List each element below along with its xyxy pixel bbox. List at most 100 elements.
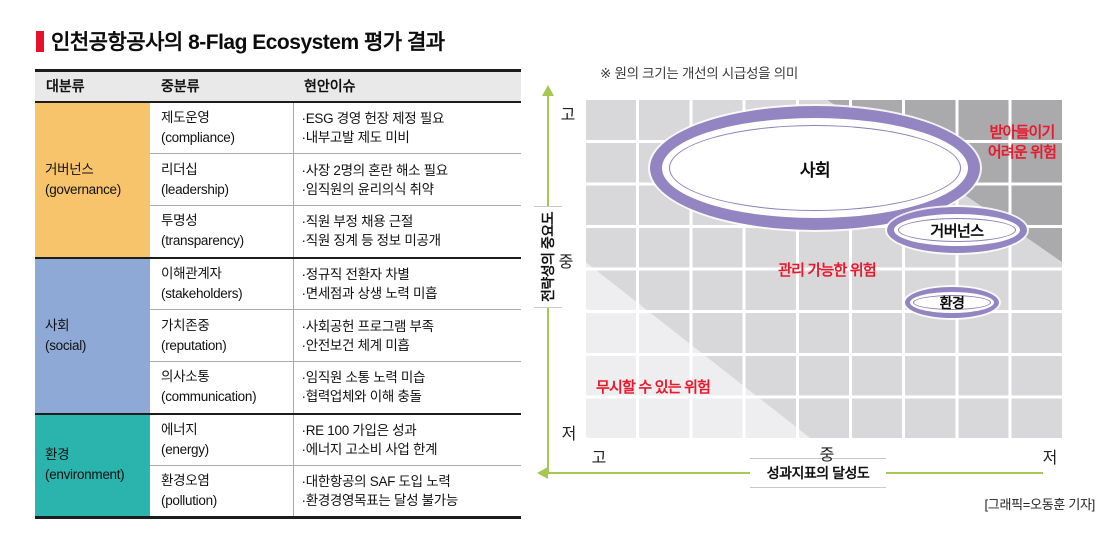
mid-name: 가치존중 xyxy=(161,317,210,333)
issue-line: ·에너지 고소비 사업 한계 xyxy=(301,441,438,457)
issues-cell: ·사회공헌 프로그램 부족 ·안전보건 체계 미흡 xyxy=(292,309,521,362)
mid-cell: 의사소통 (communication) xyxy=(150,361,293,414)
zone-label-line: 어려운 위험 xyxy=(987,144,1057,161)
category-name-en: (environment) xyxy=(45,467,125,483)
esg-issue-table: 대분류 중분류 현안이슈 거버넌스 (governance) 제도운영 (com… xyxy=(35,69,521,519)
x-tick-mid: 중 xyxy=(819,447,835,464)
issues-cell: ·사장 2명의 혼란 해소 필요 ·임직원의 윤리의식 취약 xyxy=(292,153,521,206)
table-row: 가치존중 (reputation) ·사회공헌 프로그램 부족 ·안전보건 체계… xyxy=(35,309,521,362)
mid-cell: 투명성 (transparency) xyxy=(150,205,293,258)
mid-name: 제도운영 xyxy=(161,109,210,125)
table-row: 사회 (social) 이해관계자 (stakeholders) ·정규직 전환… xyxy=(35,256,521,414)
issue-line: ·직원 부정 채용 근절 xyxy=(301,214,414,230)
table-row: 투명성 (transparency) ·직원 부정 채용 근절 ·직원 징계 등… xyxy=(35,205,521,258)
bubble-inner-ring xyxy=(913,295,991,310)
title-bullet-icon xyxy=(36,30,44,52)
issues-cell: ·ESG 경영 헌장 제정 필요 ·내부고발 제도 미비 xyxy=(292,101,521,154)
bubble-label: 환경 xyxy=(939,294,965,311)
mid-name: 투명성 xyxy=(161,213,198,229)
category-name: 거버넌스 xyxy=(45,161,94,177)
mid-cell: 환경오염 (pollution) xyxy=(150,465,293,518)
category-name-en: (social) xyxy=(45,337,87,353)
y-axis-label-box: 전략성의 중요도 xyxy=(534,206,562,308)
table-row: 환경오염 (pollution) ·대한항공의 SAF 도입 노력 ·환경경영목… xyxy=(35,465,521,518)
esg-issue-table-wrap: 대분류 중분류 현안이슈 거버넌스 (governance) 제도운영 (com… xyxy=(35,69,521,519)
x-tick-low: 저 xyxy=(1042,450,1058,467)
table-row: 거버넌스 (governance) 제도운영 (compliance) ·ESG… xyxy=(35,101,521,258)
mid-cell: 에너지 (energy) xyxy=(150,412,293,466)
category-name: 환경 xyxy=(45,447,70,463)
category-cell-governance: 거버넌스 (governance) xyxy=(35,101,150,258)
issue-line: ·대한항공의 SAF 도입 노력 xyxy=(301,474,451,489)
risk-matrix-plot: 받아들이기 어려운 위험 관리 가능한 위험 무시할 수 있는 위험 사회 거버… xyxy=(586,97,1065,438)
zone-label-line: 관리 가능한 위험 xyxy=(778,262,877,279)
bubble-inner-ring xyxy=(669,125,961,211)
issue-line: ·RE 100 가입은 성과 xyxy=(301,422,417,438)
mid-name: 환경오염 xyxy=(161,473,210,488)
mid-cell: 제도운영 (compliance) xyxy=(150,101,293,154)
zone-label-ignorable: 무시할 수 있는 위험 xyxy=(596,378,711,398)
y-tick-high: 고 xyxy=(560,107,576,124)
category-name: 사회 xyxy=(45,317,70,333)
mid-name: 의사소통 xyxy=(161,369,210,385)
bubble-label: 거버넌스 xyxy=(930,222,984,240)
zone-label-unacceptable: 받아들이기 어려운 위험 xyxy=(962,123,1082,163)
issue-line: ·면세점과 상생 노력 미흡 xyxy=(301,285,438,301)
bubble-environment: 환경 xyxy=(905,287,999,318)
category-cell-environment: 환경 (environment) xyxy=(35,412,150,518)
table-row: 환경 (environment) 에너지 (energy) ·RE 100 가입… xyxy=(35,412,521,518)
issue-line: ·ESG 경영 헌장 제정 필요 xyxy=(301,110,445,126)
page-title: 인천공항공사의 8-Flag Ecosystem 평가 결과 xyxy=(51,31,445,54)
zone-label-manageable: 관리 가능한 위험 xyxy=(742,261,912,281)
issues-cell: ·임직원 소통 노력 미습 ·협력업체와 이해 충돌 xyxy=(292,361,521,414)
title-row: 인천공항공사의 8-Flag Ecosystem 평가 결과 xyxy=(36,26,445,56)
mid-name-en: (energy) xyxy=(161,441,209,457)
mid-name-en: (leadership) xyxy=(161,181,229,197)
issue-line: ·정규직 전환자 차별 xyxy=(301,266,410,282)
bubble-label: 사회 xyxy=(799,160,831,180)
y-tick-mid: 중 xyxy=(558,254,574,271)
mid-name: 에너지 xyxy=(161,421,198,437)
mid-name-en: (pollution) xyxy=(161,493,217,508)
y-axis-arrow-up-icon xyxy=(542,85,554,96)
table-row: 의사소통 (communication) ·임직원 소통 노력 미습 ·협력업체… xyxy=(35,361,521,414)
issue-line: ·사회공헌 프로그램 부족 xyxy=(301,318,435,334)
issue-line: ·협력업체와 이해 충돌 xyxy=(301,389,422,405)
issues-cell: ·정규직 전환자 차별 ·면세점과 상생 노력 미흡 xyxy=(292,256,521,310)
category-cell-social: 사회 (social) xyxy=(35,256,150,414)
issues-cell: ·직원 부정 채용 근절 ·직원 징계 등 정보 미공개 xyxy=(292,205,521,258)
issue-line: ·내부고발 제도 미비 xyxy=(301,129,410,145)
graphic-credit: [그래픽=오동훈 기자] xyxy=(984,497,1095,512)
mid-name: 리더십 xyxy=(161,161,198,177)
header-major-category: 대분류 xyxy=(35,70,150,103)
mid-name-en: (reputation) xyxy=(161,337,227,353)
zone-label-line: 받아들이기 xyxy=(989,124,1055,141)
x-axis-arrow-left-icon xyxy=(537,467,548,479)
header-mid-category: 중분류 xyxy=(150,70,293,103)
category-name-en: (governance) xyxy=(45,181,121,197)
mid-name-en: (stakeholders) xyxy=(161,285,243,301)
issue-line: ·환경경영목표는 달성 불가능 xyxy=(301,493,459,508)
header-issues: 현안이슈 xyxy=(293,70,521,103)
mid-cell: 리더십 (leadership) xyxy=(150,153,293,206)
x-axis-label: 성과지표의 달성도 xyxy=(766,465,870,481)
bubble-social: 사회 xyxy=(650,106,980,230)
issue-line: ·직원 징계 등 정보 미공개 xyxy=(301,233,442,249)
bubble-governance: 거버넌스 xyxy=(887,207,1027,253)
issues-cell: ·대한항공의 SAF 도입 노력 ·환경경영목표는 달성 불가능 xyxy=(292,465,521,518)
x-tick-high: 고 xyxy=(591,450,607,467)
table-header-row: 대분류 중분류 현안이슈 xyxy=(35,70,521,103)
y-tick-low: 저 xyxy=(561,426,577,443)
issue-line: ·사장 2명의 혼란 해소 필요 xyxy=(301,162,449,178)
zone-label-line: 무시할 수 있는 위험 xyxy=(596,379,711,396)
mid-cell: 가치존중 (reputation) xyxy=(150,309,293,362)
bubble-inner-ring xyxy=(898,218,1016,242)
issue-line: ·임직원 소통 노력 미습 xyxy=(301,370,426,386)
x-axis-label-box: 성과지표의 달성도 xyxy=(750,458,886,488)
chart-note: ※ 원의 크기는 개선의 시급성을 의미 xyxy=(600,66,798,81)
mid-name-en: (communication) xyxy=(161,389,257,405)
table-row: 리더십 (leadership) ·사장 2명의 혼란 해소 필요 ·임직원의 … xyxy=(35,153,521,206)
issues-cell: ·RE 100 가입은 성과 ·에너지 고소비 사업 한계 xyxy=(292,412,521,466)
issue-line: ·임직원의 윤리의식 취약 xyxy=(301,181,435,197)
